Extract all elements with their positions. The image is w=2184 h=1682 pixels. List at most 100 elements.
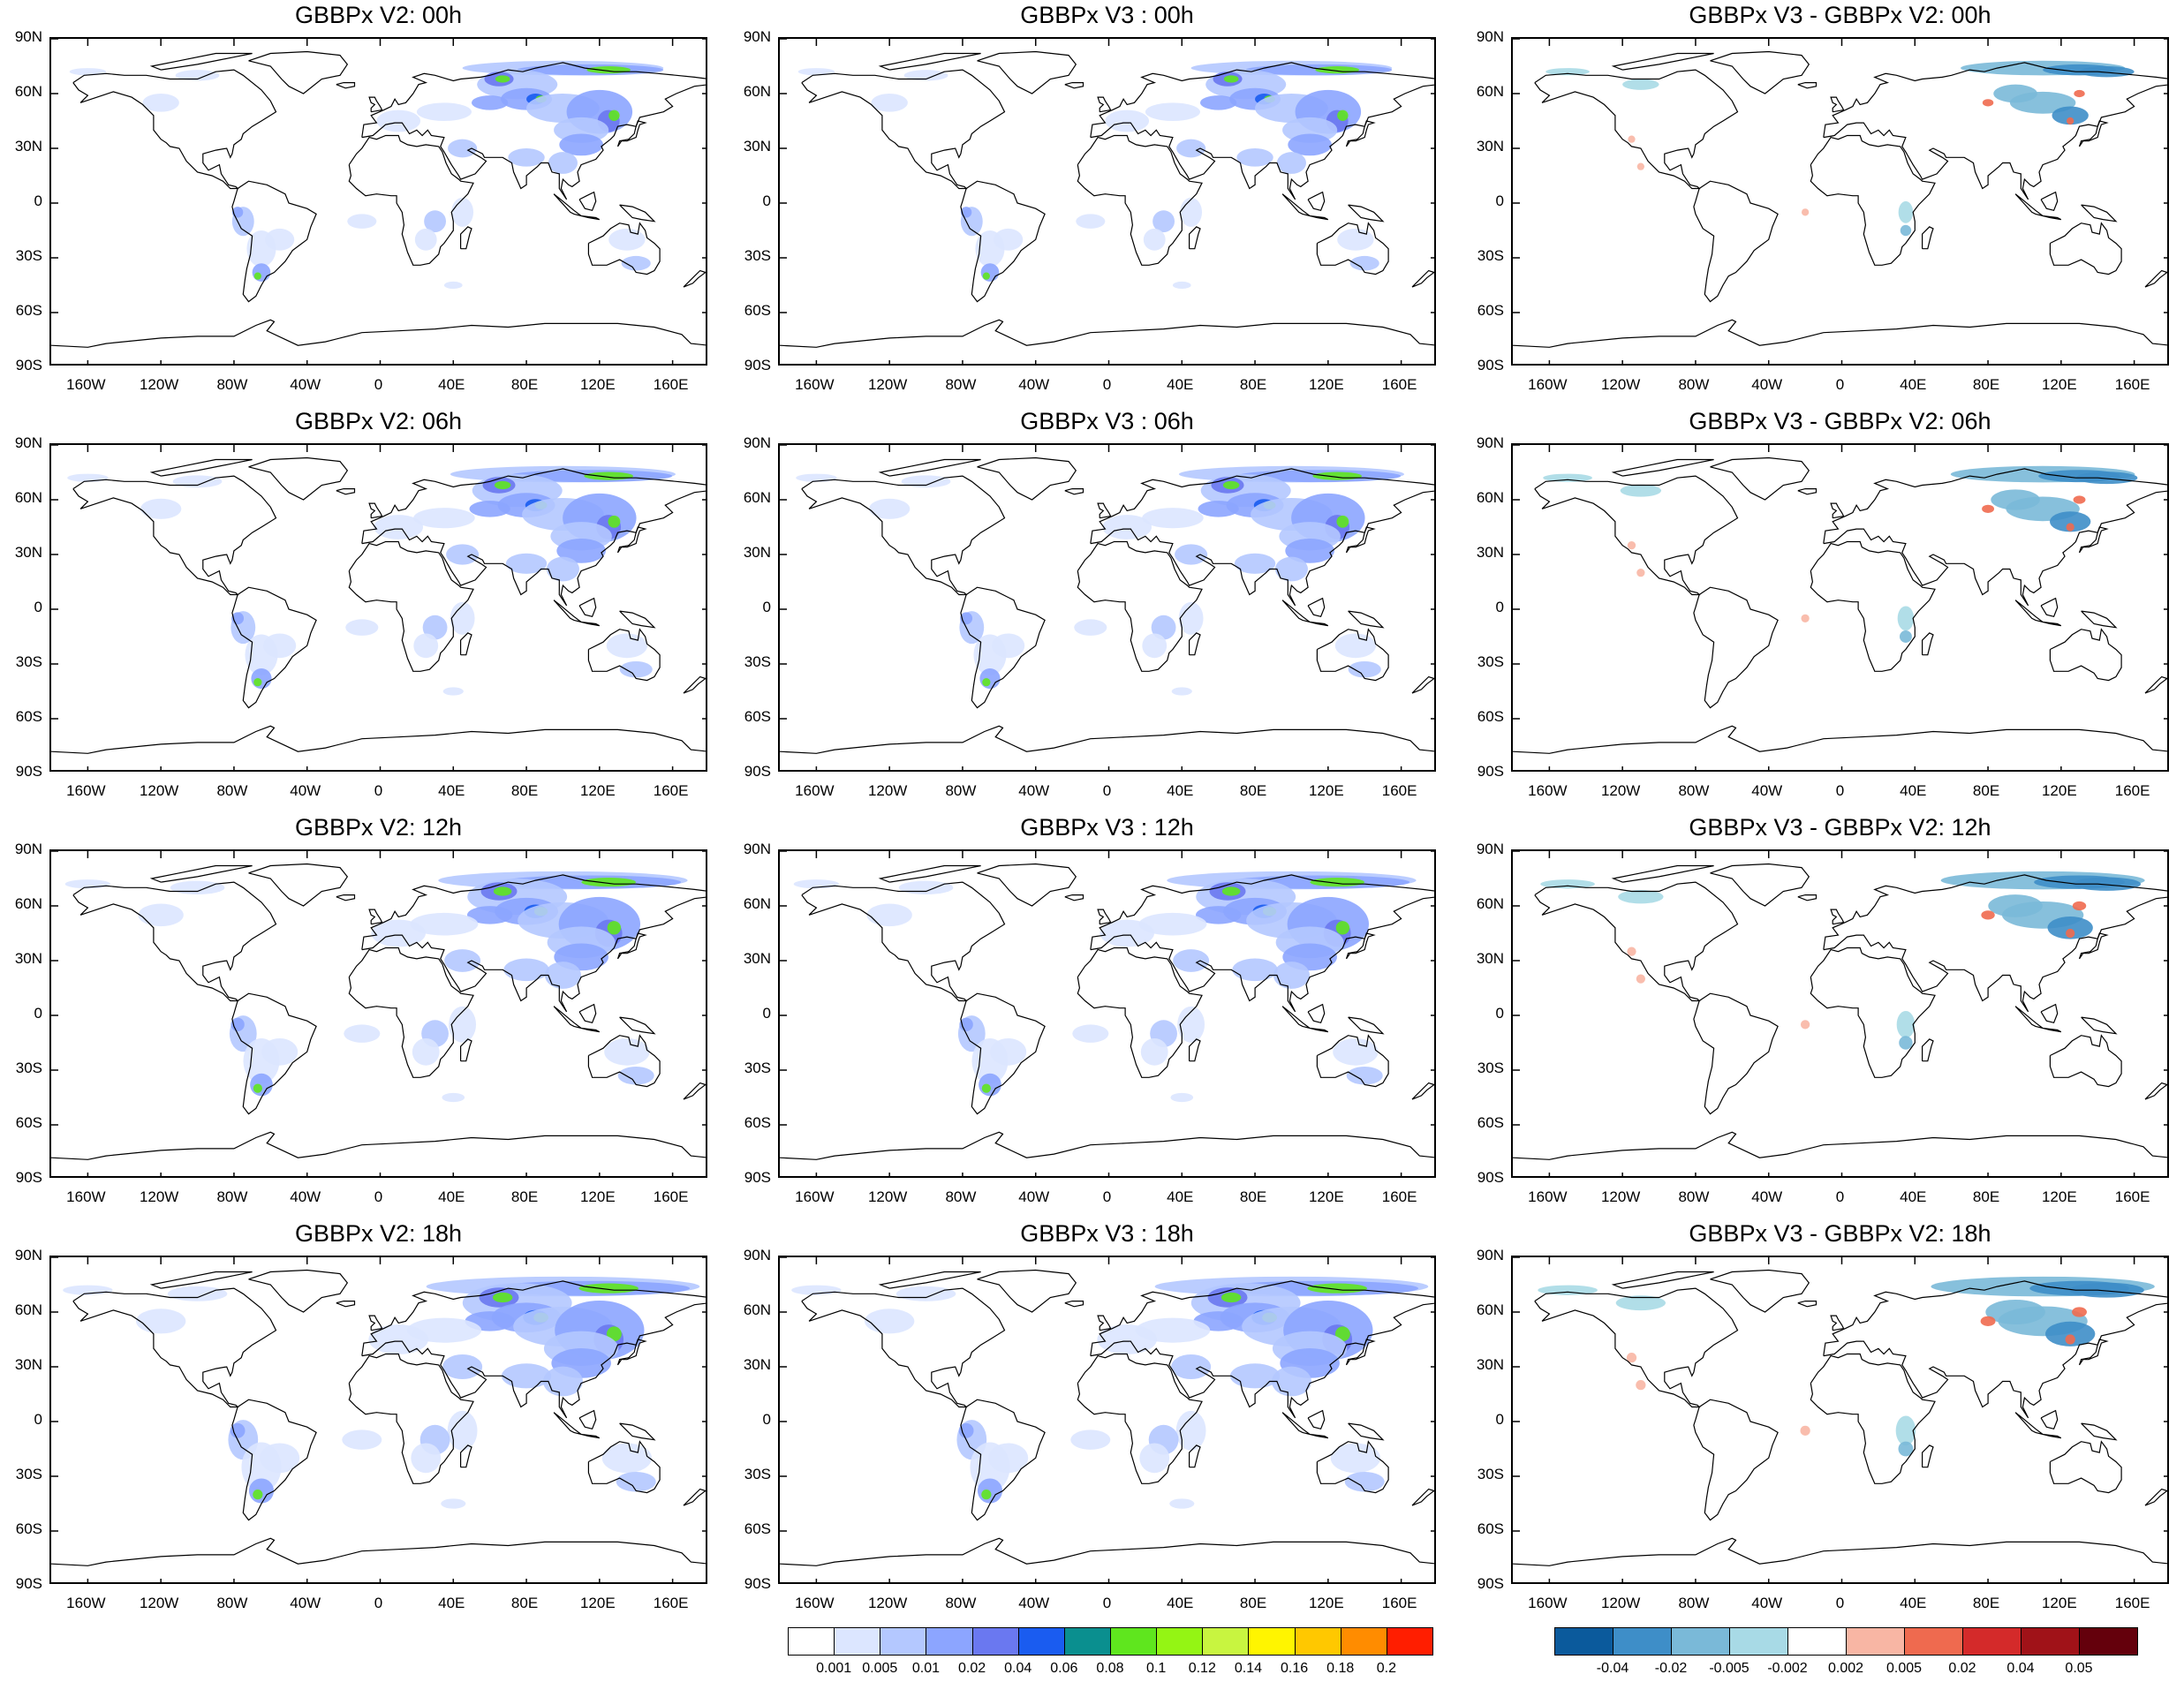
coastline-indonesia xyxy=(2014,1006,2062,1033)
lat-tick-label: 0 xyxy=(34,1005,42,1022)
field-patch xyxy=(980,263,1000,282)
coastline-indonesia xyxy=(1281,600,1329,627)
coastline-eurasia xyxy=(1823,62,2167,200)
lon-tick-label: 160E xyxy=(2114,1595,2150,1611)
coastline-new-zealand xyxy=(2144,675,2167,694)
field-patch xyxy=(252,263,271,282)
field-patch xyxy=(2050,511,2091,532)
lon-tick-label: 160E xyxy=(653,376,689,393)
field-patch xyxy=(1178,601,1204,635)
coastline-south-america xyxy=(231,586,317,709)
field-patch xyxy=(992,633,1025,659)
field-patch xyxy=(422,615,448,640)
lon-tick-label: 160W xyxy=(1528,376,1568,393)
lon-tick-label: 80W xyxy=(216,782,248,799)
lat-tick-label: 90N xyxy=(1476,841,1504,857)
panel-title: GBBPx V2: 12h xyxy=(294,814,463,841)
colorbar-label: 0.16 xyxy=(1280,1661,1309,1676)
field-patch xyxy=(1334,633,1377,659)
field-patch xyxy=(559,133,603,156)
lon-tick-label: 120E xyxy=(1308,1595,1344,1611)
field-patch xyxy=(1172,281,1191,290)
lat-tick-label: 60N xyxy=(1476,489,1504,506)
field-patch xyxy=(988,1443,1029,1474)
coastline-indonesia xyxy=(2014,600,2062,627)
lat-tick-label: 0 xyxy=(34,1411,42,1428)
map-panel: GBBPx V3 - GBBPx V2: 12h 90N 60N 30N 0 30S 60S… xyxy=(1477,814,2169,1205)
lon-tick-label: 160W xyxy=(795,782,835,799)
field-patch xyxy=(1288,133,1332,156)
lon-tick-label: 80W xyxy=(945,782,977,799)
coastline-eurasia xyxy=(1090,874,1434,1013)
coastline-antarctica xyxy=(1513,319,2167,348)
colorbar-label: 0.12 xyxy=(1188,1661,1216,1676)
colorbar-swatch xyxy=(1904,1627,1963,1656)
coastline-arctic-islands xyxy=(149,1271,253,1289)
coastline-uk xyxy=(1830,1315,1845,1331)
coastline-iceland xyxy=(336,894,356,901)
coastline-borneo xyxy=(578,191,597,212)
coastline-uk xyxy=(1097,96,1112,113)
coastline-africa xyxy=(1810,134,1936,266)
coastline-greenland xyxy=(248,1269,349,1313)
lon-tick-label: 40E xyxy=(438,1188,465,1205)
lon-tick-label: 40E xyxy=(1167,376,1194,393)
field-patch xyxy=(1344,1471,1385,1492)
colorbar-swatch xyxy=(2021,1627,2080,1656)
lat-tick-label: 30S xyxy=(744,1466,771,1482)
map-frame xyxy=(49,37,707,366)
lat-tick-label: 30N xyxy=(14,138,42,155)
field-patch xyxy=(616,1471,656,1492)
field-patch xyxy=(1223,75,1239,83)
lon-tick-label: 120E xyxy=(2041,1188,2077,1205)
coastline-uk xyxy=(368,502,383,519)
field-patch xyxy=(495,75,510,83)
coastline-japan xyxy=(616,526,647,554)
lon-tick-label: 160E xyxy=(1381,1595,1417,1611)
field-patch xyxy=(1540,879,1595,889)
colorbar-label: 0.08 xyxy=(1096,1661,1124,1676)
lon-tick-label: 80E xyxy=(1972,1188,2000,1205)
field-patch xyxy=(410,912,479,936)
field-patch xyxy=(619,660,653,678)
map-panel: GBBPx V3 : 06h 90N 60N 30N 0 30S 60S 90S 160W 120… xyxy=(744,408,1436,799)
field-patch xyxy=(1333,1037,1379,1066)
field-patch xyxy=(1626,1353,1637,1363)
coastline-africa xyxy=(1810,1353,1936,1484)
coastline-new-guinea xyxy=(619,1422,656,1441)
field-patch xyxy=(1271,1366,1311,1397)
coastline-eurasia xyxy=(361,468,706,607)
field-patch xyxy=(467,906,513,924)
coastline-madagascar xyxy=(1189,1444,1201,1468)
field-patch xyxy=(2072,901,2087,911)
field-patch xyxy=(1348,660,1381,678)
coastline-new-zealand xyxy=(683,269,706,288)
lat-tick-label: 30N xyxy=(1476,950,1504,967)
lon-tick-label: 120W xyxy=(867,376,908,393)
lat-tick-label: 90S xyxy=(15,763,42,780)
lat-tick-label: 90S xyxy=(1477,763,1504,780)
field-patch xyxy=(2073,495,2086,504)
panel-title: GBBPx V3 - GBBPx V2: 06h xyxy=(1689,408,1991,434)
lat-tick-label: 90N xyxy=(743,434,771,451)
lon-tick-label: 80W xyxy=(1678,1595,1710,1611)
coastline-arctic-islands xyxy=(878,1271,981,1289)
field-patch xyxy=(898,880,954,895)
lon-tick-label: 40E xyxy=(1167,782,1194,799)
field-patch xyxy=(1170,1092,1194,1103)
field-patch xyxy=(901,475,951,488)
lat-tick-label: 0 xyxy=(1495,1411,1504,1428)
coastline-new-zealand xyxy=(683,675,706,694)
lat-tick-label: 90S xyxy=(15,357,42,373)
map-panel: GBBPx V2: 18h 90N 60N 30N 0 30S 60S 90S 160W 120W… xyxy=(15,1220,707,1611)
coastline-north-america xyxy=(801,69,1006,190)
coastline-north-america xyxy=(72,881,277,1002)
coastline-indonesia xyxy=(1281,1006,1329,1033)
field-patch xyxy=(1072,1024,1109,1043)
lon-tick-label: 0 xyxy=(1102,376,1112,393)
map-canvas xyxy=(51,1257,706,1582)
field-patch xyxy=(2075,471,2138,485)
field-patch xyxy=(1310,878,1364,887)
coastline-south-america xyxy=(960,992,1046,1115)
field-patch xyxy=(69,68,107,76)
